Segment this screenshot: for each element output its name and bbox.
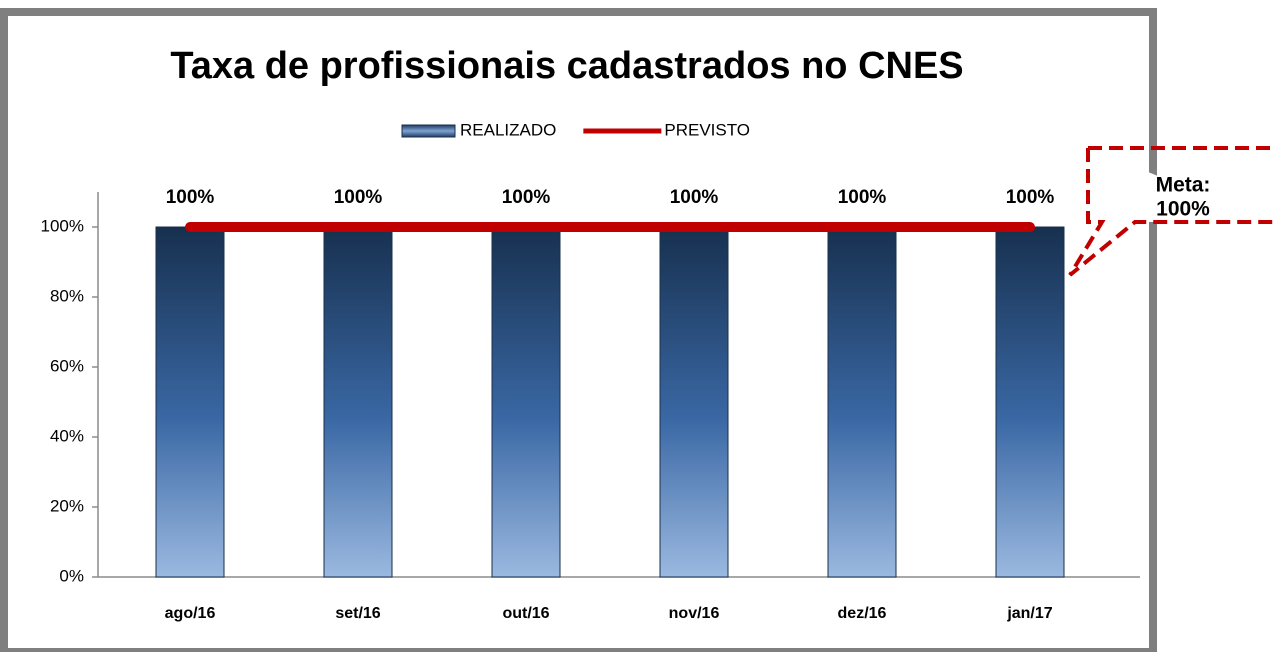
data-label: 100%	[838, 187, 887, 208]
data-label: 100%	[670, 187, 719, 208]
legend-label: REALIZADO	[460, 120, 556, 139]
bar	[323, 226, 393, 578]
y-tick-label: 60%	[50, 356, 84, 375]
y-tick-label: 0%	[59, 566, 84, 585]
x-tick-label: out/16	[502, 605, 549, 622]
x-tick-label: nov/16	[669, 605, 720, 622]
data-label: 100%	[166, 187, 215, 208]
y-tick-label: 40%	[50, 426, 84, 445]
data-label: 100%	[1006, 187, 1055, 208]
y-tick-label: 100%	[41, 216, 84, 235]
data-label: 100%	[334, 187, 383, 208]
bar	[155, 226, 225, 578]
annotation: Meta:	[1156, 174, 1211, 197]
x-tick-label: ago/16	[165, 605, 216, 622]
data-label: 100%	[502, 187, 551, 208]
x-tick-label: jan/17	[1006, 605, 1052, 622]
chart-title: Taxa de profissionais cadastrados no CNE…	[170, 45, 963, 87]
bar	[827, 226, 897, 578]
y-tick-label: 80%	[50, 286, 84, 305]
x-tick-label: set/16	[335, 605, 380, 622]
annotation: 100%	[1156, 198, 1210, 221]
y-tick-label: 20%	[50, 496, 84, 515]
bar	[995, 226, 1065, 578]
bar	[659, 226, 729, 578]
callout	[1068, 146, 1273, 277]
legend-label: PREVISTO	[664, 120, 750, 139]
x-tick-label: dez/16	[838, 605, 887, 622]
legend-swatch	[401, 124, 456, 138]
bar	[491, 226, 561, 578]
